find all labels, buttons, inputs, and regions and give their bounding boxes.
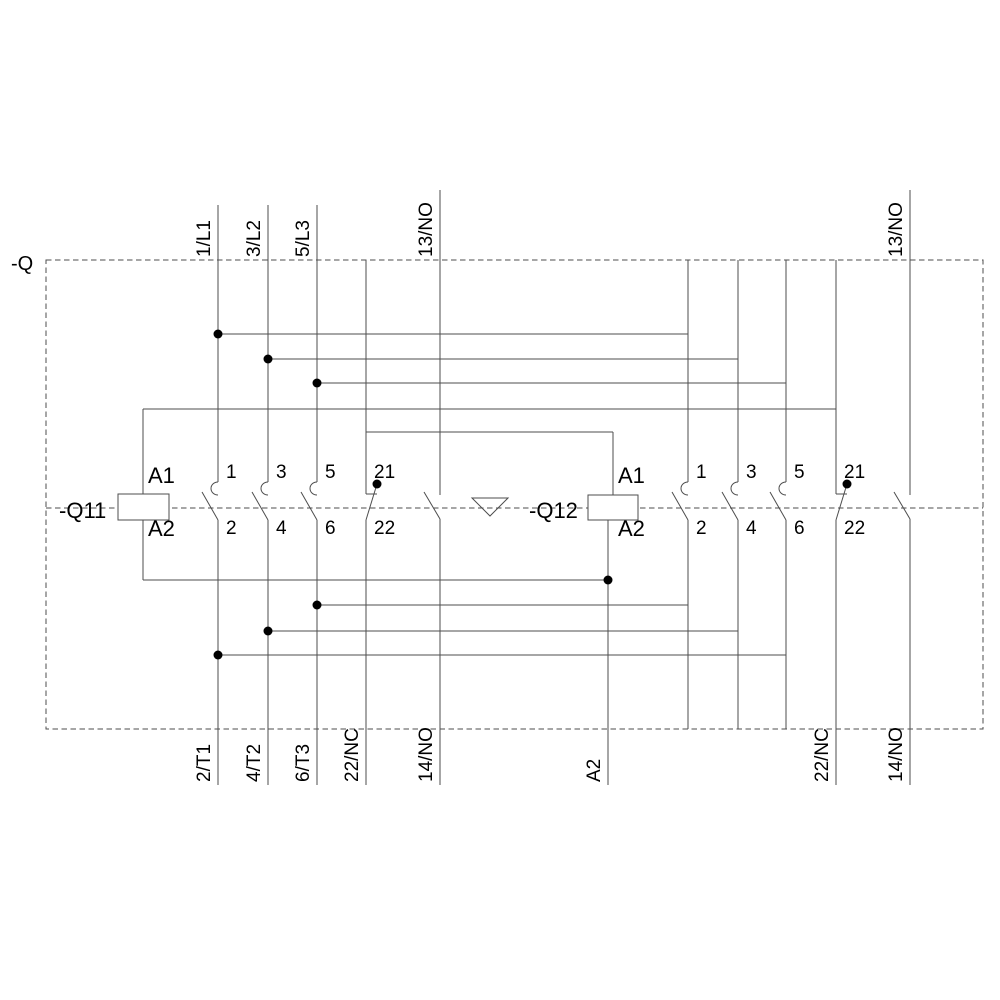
svg-text:4/T2: 4/T2 [244, 744, 265, 782]
svg-text:A1: A1 [618, 463, 645, 488]
svg-text:-Q11: -Q11 [59, 498, 106, 523]
svg-text:21: 21 [844, 462, 865, 483]
svg-text:22: 22 [374, 518, 395, 539]
svg-text:5: 5 [794, 462, 805, 483]
svg-text:A2: A2 [618, 516, 645, 541]
svg-text:2: 2 [696, 518, 707, 539]
svg-text:13/NO: 13/NO [416, 202, 437, 257]
svg-text:A2: A2 [148, 516, 175, 541]
svg-text:22/NC: 22/NC [342, 728, 363, 782]
svg-text:5: 5 [325, 462, 336, 483]
svg-text:5/L3: 5/L3 [293, 220, 314, 257]
svg-text:21: 21 [374, 462, 395, 483]
svg-text:6/T3: 6/T3 [293, 744, 314, 782]
svg-text:A1: A1 [148, 463, 175, 488]
svg-text:1: 1 [226, 462, 237, 483]
svg-text:4: 4 [276, 518, 287, 539]
svg-text:22/NC: 22/NC [812, 728, 833, 782]
svg-text:22: 22 [844, 518, 865, 539]
svg-text:13/NO: 13/NO [886, 202, 907, 257]
svg-text:6: 6 [325, 518, 336, 539]
svg-text:A2: A2 [584, 759, 605, 782]
svg-text:3: 3 [276, 462, 287, 483]
svg-text:3/L2: 3/L2 [244, 220, 265, 257]
svg-text:2: 2 [226, 518, 237, 539]
svg-text:4: 4 [746, 518, 757, 539]
svg-text:1/L1: 1/L1 [194, 220, 215, 257]
svg-text:-Q12: -Q12 [529, 498, 578, 523]
svg-text:3: 3 [746, 462, 757, 483]
svg-text:14/NO: 14/NO [886, 727, 907, 782]
svg-text:6: 6 [794, 518, 805, 539]
svg-text:2/T1: 2/T1 [194, 744, 215, 782]
svg-text:14/NO: 14/NO [416, 727, 437, 782]
svg-text:1: 1 [696, 462, 707, 483]
svg-text:-Q: -Q [11, 253, 33, 275]
